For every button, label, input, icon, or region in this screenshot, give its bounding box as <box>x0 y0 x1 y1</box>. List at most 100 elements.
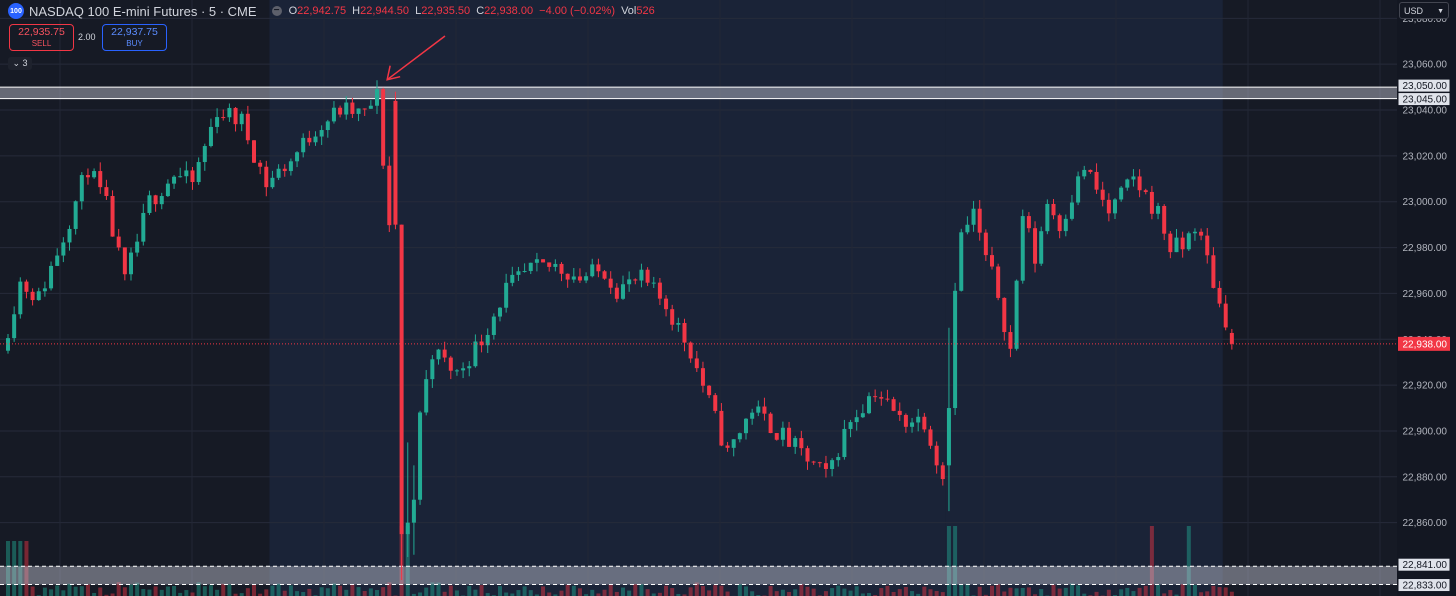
minus-icon[interactable]: − <box>271 6 282 16</box>
candle <box>959 228 964 292</box>
candle-body <box>245 113 250 141</box>
volume-bar <box>830 588 835 596</box>
buy-button[interactable]: 22,937.75 BUY <box>102 24 167 51</box>
candle-body <box>276 168 281 178</box>
candle <box>737 432 742 443</box>
candle-body <box>325 121 330 131</box>
candle <box>233 107 238 132</box>
candle-body <box>897 410 902 415</box>
volume-bar <box>1217 587 1222 596</box>
candle-body <box>165 183 170 197</box>
candle-body <box>910 422 915 427</box>
candle-body <box>787 427 792 447</box>
candle-body <box>18 281 23 315</box>
candle <box>504 273 509 313</box>
candle <box>338 105 343 118</box>
candle-body <box>990 255 994 267</box>
candle-body <box>1162 205 1167 234</box>
candle-body <box>24 281 29 292</box>
candle <box>639 263 644 288</box>
volume-bar <box>190 592 195 596</box>
candle <box>215 108 220 134</box>
volume-bar <box>811 588 816 596</box>
candle-body <box>196 162 201 183</box>
candle <box>842 419 847 460</box>
volume-bar <box>528 590 533 596</box>
sell-button[interactable]: 22,935.75 SELL <box>9 24 74 51</box>
volume-bar <box>793 589 798 596</box>
candle <box>577 268 582 284</box>
volume-bar <box>1094 591 1099 596</box>
level-price-label: 23,045.00 <box>1403 95 1448 106</box>
candle-body <box>719 410 724 446</box>
volume-bar <box>983 594 988 596</box>
volume-bar <box>922 586 927 596</box>
candle <box>368 100 373 109</box>
volume-bar <box>842 588 847 596</box>
candle <box>184 161 189 184</box>
candle <box>24 279 29 299</box>
volume-bar <box>418 592 423 596</box>
candle-body <box>430 359 435 380</box>
candle <box>559 262 564 282</box>
candle <box>1217 281 1222 308</box>
volume-bar <box>953 526 958 596</box>
volume-bar <box>1002 591 1007 596</box>
candle-body <box>1057 215 1062 232</box>
candle <box>534 252 539 272</box>
candle-body <box>744 418 748 434</box>
symbol-title[interactable]: NASDAQ 100 E-mini Futures · 5 · CME <box>29 3 257 19</box>
candle-body <box>368 105 373 109</box>
candle-body <box>184 170 189 177</box>
candle <box>873 389 878 402</box>
candle-body <box>1125 179 1130 188</box>
volume-bar <box>553 594 558 596</box>
candle <box>645 267 650 287</box>
candle <box>331 101 336 124</box>
volume-bar <box>1137 587 1142 596</box>
candle-body <box>602 271 607 279</box>
candle <box>288 158 293 176</box>
volume-bar <box>676 593 681 596</box>
candle-body <box>639 269 644 281</box>
symbol-logo[interactable]: 100 <box>8 3 24 19</box>
candle-body <box>1174 237 1179 253</box>
currency-select[interactable]: USD ▼ <box>1399 2 1449 19</box>
candle-body <box>522 271 527 273</box>
indicators-toggle[interactable]: ⌄ 3 <box>8 57 32 70</box>
candle <box>295 151 300 168</box>
volume-bar <box>221 583 226 596</box>
candle-body <box>565 273 570 280</box>
candle-body <box>848 422 853 429</box>
price-tick-label: 23,000.00 <box>1403 197 1448 208</box>
volume-bar <box>1229 591 1234 596</box>
volume-bar <box>750 591 755 596</box>
candle-body <box>1045 203 1050 232</box>
volume-bar <box>688 587 693 596</box>
candle <box>750 408 755 425</box>
volume-bar <box>608 584 613 596</box>
volume-bar <box>454 590 459 596</box>
candle <box>387 156 392 233</box>
candle <box>983 229 988 262</box>
volume-bar <box>805 586 810 596</box>
volume-bar <box>1119 589 1124 596</box>
candle-body <box>916 416 921 423</box>
candle <box>1199 228 1204 241</box>
level-price-label: 22,833.00 <box>1403 581 1448 592</box>
volume-bar <box>73 586 78 596</box>
volume-bar <box>30 586 35 596</box>
volume-bar <box>670 588 675 596</box>
candle-body <box>707 385 712 396</box>
candle-body <box>135 241 140 253</box>
candle-body <box>799 438 804 449</box>
chevron-down-icon: ⌄ <box>12 58 20 68</box>
volume-bar <box>602 589 607 596</box>
candle <box>1082 165 1087 180</box>
candle-body <box>110 195 115 237</box>
volume-bar <box>1069 583 1074 596</box>
volume-bar <box>202 586 207 596</box>
candle-body <box>713 395 718 411</box>
candle-body <box>725 445 730 448</box>
